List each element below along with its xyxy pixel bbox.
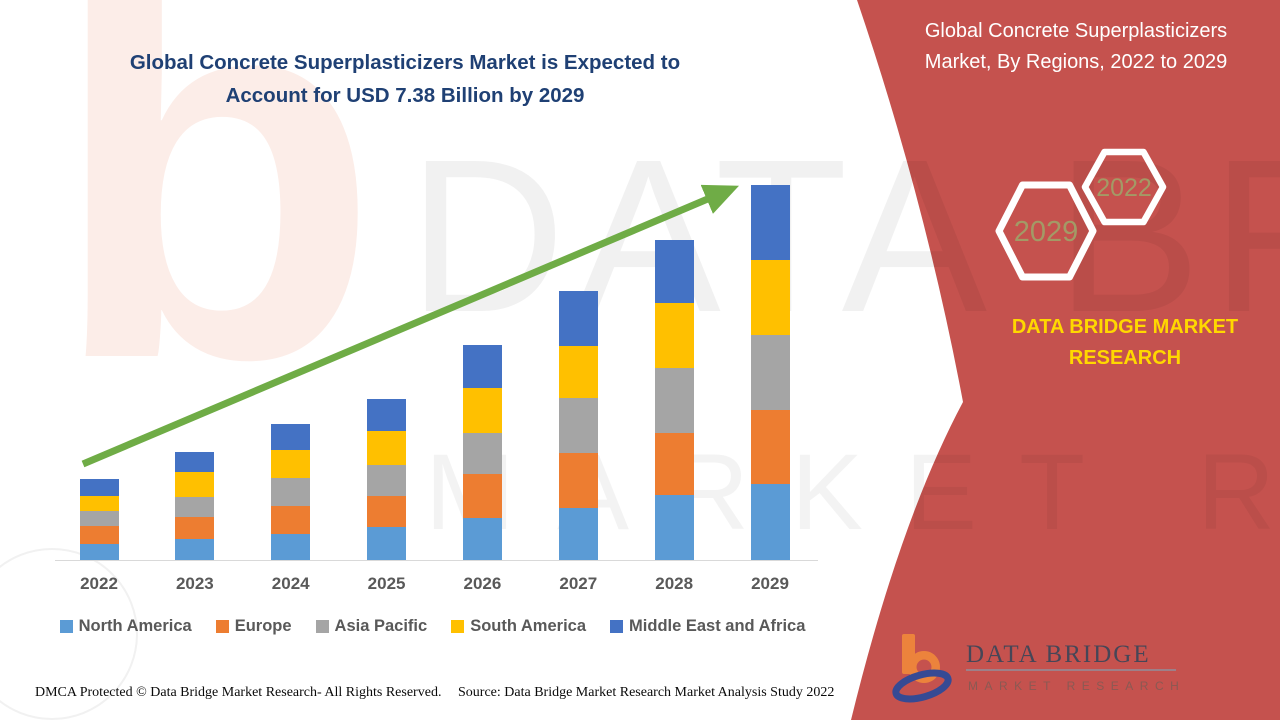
x-axis-label-2023: 2023 <box>175 574 214 593</box>
x-axis-line <box>55 560 818 561</box>
bar-segment-south-america <box>367 431 407 466</box>
bar-segment-south-america <box>558 346 598 399</box>
bar-segment-south-america <box>79 495 119 511</box>
bar-segment-europe <box>79 525 119 544</box>
legend-item-middle-east-and-africa: Middle East and Africa <box>610 617 805 636</box>
source-note: Source: Data Bridge Market Research Mark… <box>458 685 835 700</box>
hexagon-2022-label: 2022 <box>1096 174 1152 202</box>
bar-segment-asia-pacific <box>271 478 311 506</box>
x-axis-label-2027: 2027 <box>559 574 598 593</box>
bar-segment-middle-east-and-africa <box>367 398 407 431</box>
x-axis-label-2028: 2028 <box>655 574 694 593</box>
dbmr-logo: DATA BRIDGE MARKET RESEARCH <box>892 634 1185 703</box>
bar-segment-south-america <box>750 259 790 335</box>
bar-segment-north-america <box>462 517 502 560</box>
bar-segment-south-america <box>654 303 694 368</box>
chart-title: Global Concrete Superplasticizers Market… <box>90 46 720 112</box>
legend-label-south-america: South America <box>470 617 587 635</box>
bar-segment-north-america <box>750 484 790 560</box>
legend-swatch-europe <box>215 620 229 633</box>
bar-segment-middle-east-and-africa <box>558 291 598 347</box>
hexagon-2029-label: 2029 <box>1014 216 1079 248</box>
bar-segment-europe <box>462 473 502 518</box>
legend-label-middle-east-and-africa: Middle East and Africa <box>629 617 806 635</box>
legend-item-north-america: North America <box>59 617 192 636</box>
bar-2027 <box>558 291 598 560</box>
bar-2026 <box>462 345 502 560</box>
hexagon-2022-outline <box>1081 148 1167 226</box>
x-axis-label-2024: 2024 <box>271 574 310 593</box>
hexagon-2029: 2029 <box>995 181 1097 281</box>
bar-segment-north-america <box>271 534 311 560</box>
bar-segment-middle-east-and-africa <box>175 452 215 473</box>
bar-segment-europe <box>558 453 598 508</box>
x-axis-label-2022: 2022 <box>80 574 118 593</box>
bar-2025 <box>367 398 407 561</box>
bar-segment-south-america <box>175 472 215 497</box>
bar-segment-middle-east-and-africa <box>654 239 694 303</box>
region-panel-shape <box>851 0 1280 720</box>
chart-title-line2: Account for USD 7.38 Billion by 2029 <box>225 84 585 107</box>
bar-segment-asia-pacific <box>654 367 694 434</box>
bar-2023 <box>175 452 215 560</box>
bar-segment-europe <box>750 410 790 485</box>
bar-segment-south-america <box>462 387 502 434</box>
x-axis-label-2025: 2025 <box>367 574 406 593</box>
hexagon-2029-outline <box>995 181 1097 281</box>
legend-swatch-north-america <box>59 620 73 633</box>
brand-text-line1: DATA BRIDGE MARKET <box>1011 316 1239 338</box>
panel-title-line1: Global Concrete Superplasticizers <box>924 20 1228 42</box>
bar-segment-asia-pacific <box>367 465 407 496</box>
bar-segment-asia-pacific <box>79 510 119 526</box>
bar-segment-asia-pacific <box>558 398 598 454</box>
legend-item-europe: Europe <box>215 617 292 636</box>
legend-label-europe: Europe <box>234 617 292 635</box>
bar-segment-europe <box>654 433 694 496</box>
legend-label-north-america: North America <box>78 617 192 635</box>
legend-item-asia-pacific: Asia Pacific <box>315 617 428 636</box>
legend-swatch-middle-east-and-africa <box>610 620 624 633</box>
logo-wordmark: DATA BRIDGE <box>966 641 1151 668</box>
bar-segment-north-america <box>175 539 215 560</box>
bar-2024 <box>271 424 311 560</box>
bar-segment-asia-pacific <box>750 334 790 411</box>
bar-segment-south-america <box>271 450 311 479</box>
bar-segment-asia-pacific <box>175 496 215 517</box>
bar-segment-europe <box>271 505 311 535</box>
bar-segment-middle-east-and-africa <box>462 345 502 388</box>
bar-segment-middle-east-and-africa <box>271 424 311 451</box>
bar-segment-north-america <box>79 543 119 560</box>
year-hexagons: 2029 2022 <box>995 148 1167 281</box>
logo-subtitle: MARKET RESEARCH <box>968 679 1185 693</box>
bar-segment-north-america <box>367 526 407 560</box>
logo-swoosh-icon <box>892 669 952 703</box>
dmca-notice: DMCA Protected © Data Bridge Market Rese… <box>35 685 442 700</box>
panel-title-line2: Market, By Regions, 2022 to 2029 <box>924 51 1228 73</box>
legend-swatch-asia-pacific <box>315 620 329 633</box>
bar-2028 <box>654 239 694 560</box>
bar-segment-europe <box>175 516 215 540</box>
brand-text: DATA BRIDGE MARKET RESEARCH <box>955 312 1280 374</box>
bar-segment-asia-pacific <box>462 433 502 474</box>
bar-segment-middle-east-and-africa <box>79 479 119 496</box>
x-axis-label-2029: 2029 <box>751 574 789 593</box>
chart-title-line1: Global Concrete Superplasticizers Market… <box>129 51 681 74</box>
x-axis-label-2026: 2026 <box>463 574 502 593</box>
hexagon-2022: 2022 <box>1081 148 1167 226</box>
legend-swatch-south-america <box>451 620 465 633</box>
panel-title: Global Concrete Superplasticizers Market… <box>878 16 1274 78</box>
bar-2029 <box>750 185 790 560</box>
chart-legend: North America Europe Asia Pacific South Ame… <box>40 617 825 636</box>
bar-segment-europe <box>367 495 407 527</box>
bar-segment-middle-east-and-africa <box>750 185 790 260</box>
bar-segment-north-america <box>558 507 598 560</box>
brand-text-line2: RESEARCH <box>1068 347 1182 369</box>
bar-2022 <box>79 479 119 560</box>
legend-item-south-america: South America <box>451 617 586 636</box>
legend-label-asia-pacific: Asia Pacific <box>334 617 428 635</box>
bar-segment-north-america <box>654 495 694 560</box>
